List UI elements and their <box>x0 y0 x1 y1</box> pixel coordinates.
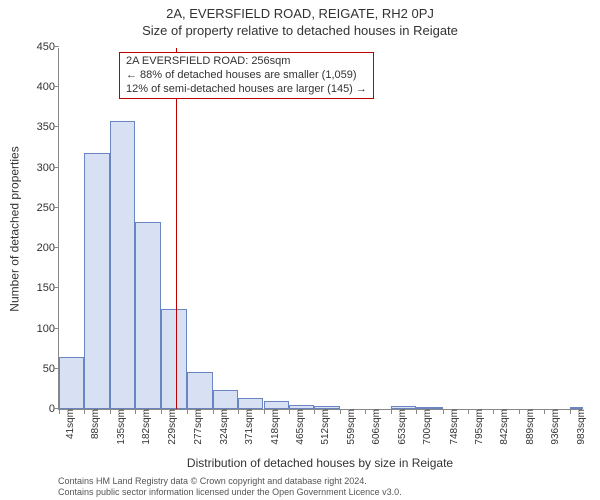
x-tick-mark <box>187 409 188 414</box>
x-tick-mark <box>570 409 571 414</box>
y-tick-label: 250 <box>37 202 59 214</box>
histogram-bar <box>570 407 583 409</box>
x-tick-mark <box>59 409 60 414</box>
y-tick-label: 0 <box>49 403 59 415</box>
x-tick-label: 182sqm <box>139 409 152 445</box>
x-tick-mark <box>289 409 290 414</box>
x-tick-mark <box>416 409 417 414</box>
y-tick-mark <box>54 207 59 208</box>
attribution: Contains HM Land Registry data © Crown c… <box>58 476 582 498</box>
title-line-2: Size of property relative to detached ho… <box>0 23 600 40</box>
plot-area-outer: 05010015020025030035040045041sqm88sqm135… <box>58 48 582 410</box>
x-tick-mark <box>314 409 315 414</box>
x-tick-mark <box>365 409 366 414</box>
x-tick-label: 324sqm <box>217 409 230 445</box>
y-tick-mark <box>54 46 59 47</box>
annotation-line: 2A EVERSFIELD ROAD: 256sqm <box>126 55 367 69</box>
title-block: 2A, EVERSFIELD ROAD, REIGATE, RH2 0PJ Si… <box>0 0 600 40</box>
y-tick-label: 200 <box>37 242 59 254</box>
x-axis-label: Distribution of detached houses by size … <box>58 456 582 470</box>
annotation-box: 2A EVERSFIELD ROAD: 256sqm← 88% of detac… <box>119 52 374 99</box>
annotation-line: ← 88% of detached houses are smaller (1,… <box>126 69 367 83</box>
y-tick-mark <box>54 247 59 248</box>
x-tick-label: 889sqm <box>523 409 536 445</box>
x-tick-label: 936sqm <box>548 409 561 445</box>
y-tick-label: 400 <box>37 81 59 93</box>
x-tick-label: 559sqm <box>344 409 357 445</box>
histogram-bar <box>416 407 442 409</box>
y-tick-mark <box>54 287 59 288</box>
y-tick-mark <box>54 167 59 168</box>
y-tick-label: 350 <box>37 121 59 133</box>
x-tick-mark <box>264 409 265 414</box>
x-tick-mark <box>468 409 469 414</box>
histogram-bar <box>238 398 263 409</box>
x-tick-mark <box>238 409 239 414</box>
histogram-bar <box>135 222 160 409</box>
x-tick-label: 229sqm <box>165 409 178 445</box>
x-tick-label: 135sqm <box>114 409 127 445</box>
x-tick-label: 983sqm <box>574 409 587 445</box>
histogram-bar <box>59 357 84 409</box>
histogram-bar <box>110 121 135 409</box>
x-tick-label: 88sqm <box>88 409 101 439</box>
histogram-bar <box>187 372 212 409</box>
x-tick-mark <box>135 409 136 414</box>
attribution-line-2: Contains public sector information licen… <box>58 487 582 498</box>
y-axis-label-text: Number of detached properties <box>8 146 22 311</box>
x-tick-label: 465sqm <box>293 409 306 445</box>
x-tick-mark <box>544 409 545 414</box>
x-tick-label: 842sqm <box>497 409 510 445</box>
x-tick-label: 277sqm <box>191 409 204 445</box>
y-tick-label: 100 <box>37 323 59 335</box>
y-tick-label: 450 <box>37 41 59 53</box>
histogram-bar <box>314 406 339 409</box>
x-tick-label: 700sqm <box>420 409 433 445</box>
histogram-bar <box>84 153 109 409</box>
y-tick-mark <box>54 126 59 127</box>
x-tick-mark <box>391 409 392 414</box>
reference-line <box>176 48 177 409</box>
x-tick-mark <box>340 409 341 414</box>
x-tick-mark <box>213 409 214 414</box>
x-tick-label: 748sqm <box>447 409 460 445</box>
x-tick-label: 653sqm <box>395 409 408 445</box>
x-tick-mark <box>161 409 162 414</box>
x-tick-mark <box>519 409 520 414</box>
histogram-bar <box>161 309 187 409</box>
x-tick-label: 41sqm <box>63 409 76 439</box>
x-tick-label: 512sqm <box>318 409 331 445</box>
annotation-line: 12% of semi-detached houses are larger (… <box>126 83 367 97</box>
y-tick-mark <box>54 328 59 329</box>
y-tick-mark <box>54 86 59 87</box>
x-tick-label: 795sqm <box>472 409 485 445</box>
y-tick-label: 300 <box>37 162 59 174</box>
plot-area: 05010015020025030035040045041sqm88sqm135… <box>58 48 582 410</box>
x-tick-mark <box>84 409 85 414</box>
x-tick-label: 418sqm <box>268 409 281 445</box>
title-line-1: 2A, EVERSFIELD ROAD, REIGATE, RH2 0PJ <box>0 6 600 23</box>
histogram-bar <box>213 390 238 409</box>
y-axis-label: Number of detached properties <box>8 48 22 410</box>
x-tick-mark <box>110 409 111 414</box>
histogram-bar <box>264 401 289 409</box>
x-tick-label: 606sqm <box>369 409 382 445</box>
histogram-bar <box>391 406 416 409</box>
chart-container: 2A, EVERSFIELD ROAD, REIGATE, RH2 0PJ Si… <box>0 0 600 500</box>
y-tick-label: 50 <box>43 363 59 375</box>
x-tick-label: 371sqm <box>242 409 255 445</box>
x-tick-mark <box>493 409 494 414</box>
x-tick-mark <box>443 409 444 414</box>
y-tick-label: 150 <box>37 282 59 294</box>
histogram-bar <box>289 405 314 409</box>
attribution-line-1: Contains HM Land Registry data © Crown c… <box>58 476 582 487</box>
